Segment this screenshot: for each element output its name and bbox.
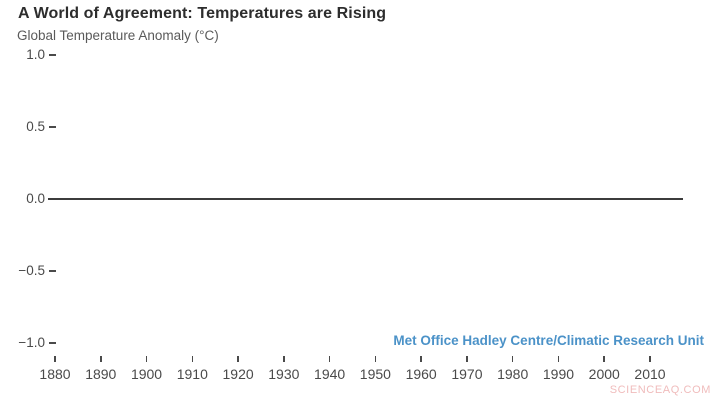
x-axis-tick-mark [511,356,514,362]
x-axis-tick-mark [374,356,377,362]
x-axis-tick-mark [557,356,560,362]
x-axis-tick-mark [649,356,651,362]
x-axis-tick-mark [100,356,102,362]
x-axis-tick-label: 1900 [130,366,163,382]
x-axis-tick-label: 1920 [222,366,254,382]
x-axis-tick-mark [420,356,422,362]
x-axis-tick-label: 1960 [405,366,437,382]
y-axis-tick-mark [49,342,56,344]
x-axis-tick-mark [466,356,468,362]
zero-baseline [48,198,683,200]
y-axis-tick-mark [49,126,56,128]
y-axis-tick-label: 0.5 [26,119,45,134]
y-axis-tick-label: 1.0 [26,47,45,62]
x-axis-tick-mark [54,356,56,362]
x-axis-tick-mark [283,356,285,362]
y-axis-title: Global Temperature Anomaly (°C) [17,28,219,43]
x-axis-tick-label: 1940 [314,366,346,382]
x-axis-tick-label: 1970 [451,366,483,382]
x-axis-tick-label: 1990 [542,366,575,382]
chart-title: A World of Agreement: Temperatures are R… [18,5,387,22]
x-axis-tick-mark [191,356,194,362]
x-axis-tick-label: 1950 [359,366,391,382]
y-axis-tick-label: −1.0 [18,335,45,350]
x-axis-tick-label: 1890 [85,366,117,382]
x-axis-tick-label: 2000 [588,366,620,382]
x-axis-tick-label: 1880 [39,366,71,382]
x-axis-tick-label: 1910 [176,366,208,382]
x-axis-tick-mark [603,356,605,362]
source-credit: Met Office Hadley Centre/Climatic Resear… [393,333,704,348]
y-axis-tick-label: −0.5 [18,263,45,278]
watermark: SCIENCEAQ.COM [609,384,711,396]
y-axis-tick-label: 0.0 [26,191,45,206]
x-axis-tick-mark [237,356,239,362]
y-axis-tick-mark [49,54,56,56]
x-axis-tick-label: 1930 [268,366,300,382]
x-axis-tick-mark [145,356,148,362]
x-axis-tick-mark [328,356,331,362]
x-axis-tick-label: 1980 [497,366,529,382]
y-axis-tick-mark [49,270,56,272]
x-axis-tick-label: 2010 [634,366,666,382]
